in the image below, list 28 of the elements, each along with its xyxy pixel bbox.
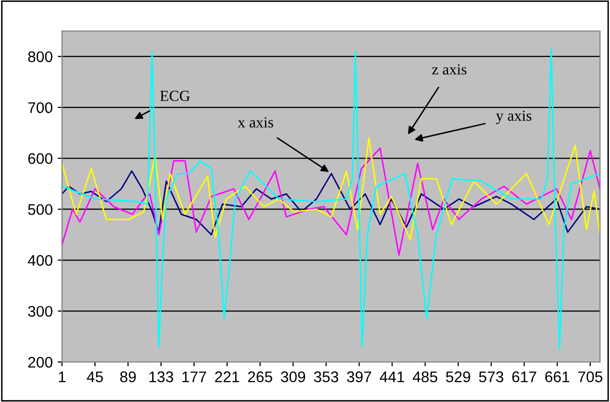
x-tick-label: 573 — [479, 371, 504, 382]
x-tick-label: 309 — [280, 371, 306, 382]
y-tick-label: 600 — [28, 153, 52, 164]
x-tick-label: 617 — [512, 371, 536, 382]
y-tick-label: 400 — [28, 255, 52, 266]
x-tick-label: 221 — [215, 371, 240, 382]
x-tick-label: 177 — [182, 372, 206, 382]
annotation: ECG — [160, 90, 190, 102]
annotation: y axis — [496, 110, 532, 124]
y-tick-label: 200 — [28, 356, 52, 368]
annotation: z axis — [432, 64, 466, 75]
x-tick-label: 397 — [346, 371, 372, 382]
y-tick-label: 300 — [28, 306, 52, 317]
annotation: x axis — [238, 117, 274, 128]
x-tick-label: 661 — [545, 371, 570, 382]
x-tick-label: 265 — [248, 371, 272, 382]
y-tick-label: 500 — [28, 204, 52, 215]
x-tick-label: 89 — [120, 371, 136, 382]
x-tick-label: 485 — [412, 371, 438, 382]
x-tick-label: 133 — [149, 371, 174, 382]
x-tick-label: 45 — [86, 372, 103, 382]
x-tick-label: 441 — [380, 372, 404, 382]
x-tick-label: 1 — [58, 372, 66, 382]
x-tick-label: 705 — [578, 371, 602, 382]
y-tick-label: 800 — [28, 51, 52, 62]
x-tick-label: 353 — [314, 371, 338, 382]
x-tick-label: 529 — [446, 371, 470, 382]
y-tick-label: 700 — [28, 102, 52, 114]
